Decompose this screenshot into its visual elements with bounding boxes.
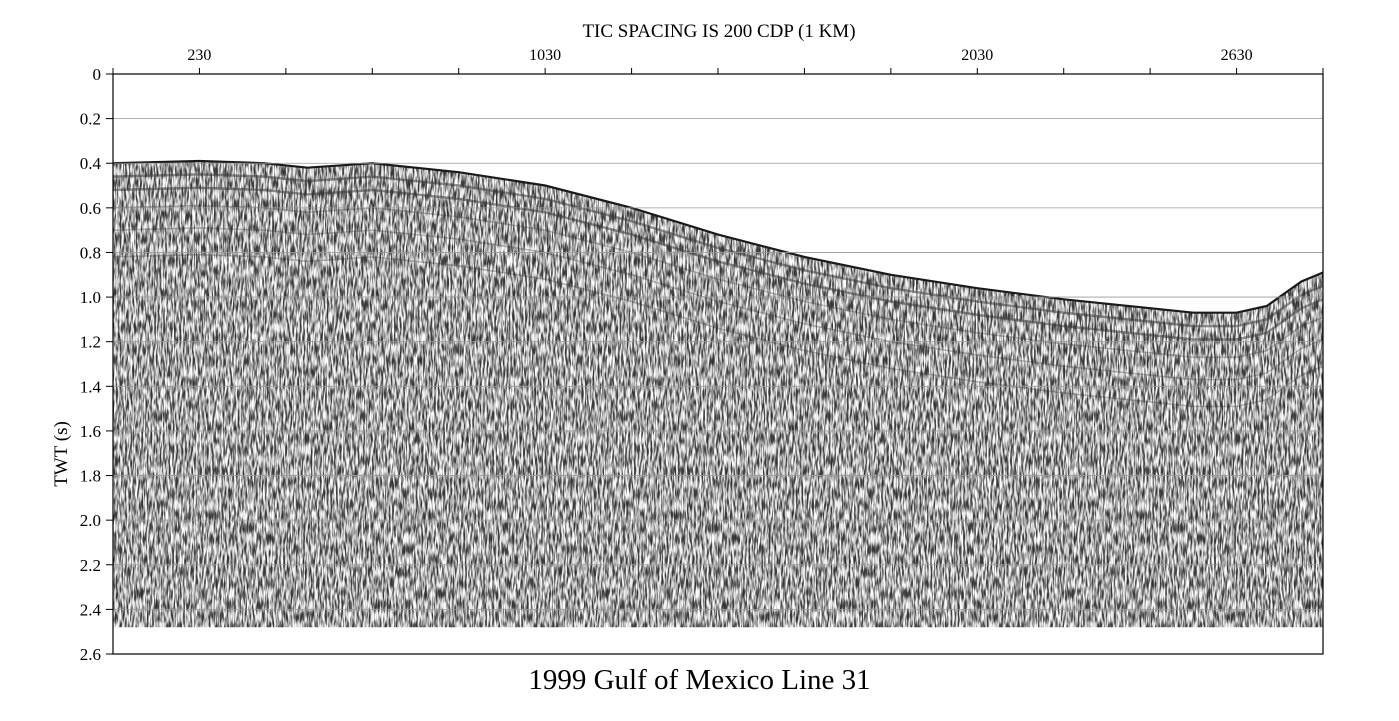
seafloor-reflector — [113, 159, 1324, 314]
y-tick-label: 1.6 — [80, 422, 101, 441]
y-tick-label: 1.4 — [80, 377, 102, 396]
section-traces — [113, 161, 1323, 628]
y-tick-label: 0 — [93, 65, 102, 84]
chart-title: 1999 Gulf of Mexico Line 31 — [528, 664, 871, 696]
seismic-data — [113, 159, 1324, 628]
axes: 0 0.2 0.4 0.6 0.8 1.0 1.2 1.4 1.6 1.8 2.0 2.2 2.4 2.6… — [80, 47, 1324, 664]
reflector-line — [113, 186, 1324, 341]
y-tick-label: 1.2 — [80, 333, 101, 352]
y-tick-label: 2.6 — [80, 645, 101, 664]
y-tick-label: 0.8 — [80, 243, 101, 262]
y-tick-label: 0.6 — [80, 199, 101, 218]
y-tick-label: 2.4 — [80, 600, 102, 619]
x-tick-label: 2630 — [1221, 47, 1253, 64]
y-axis-title: TWT (s) — [51, 421, 72, 487]
y-tick-label: 1.0 — [80, 288, 101, 307]
top-axis-title: TIC SPACING IS 200 CDP (1 KM) — [582, 21, 855, 42]
reflector-line — [113, 253, 1324, 408]
reflector-line — [113, 173, 1324, 328]
y-tick-label: 0.2 — [80, 110, 101, 129]
x-tick-label: 230 — [187, 47, 211, 64]
y-tick-label: 2.2 — [80, 556, 101, 575]
y-tick-label: 1.8 — [80, 467, 101, 486]
x-tick-label: 1030 — [529, 47, 561, 64]
reflector-line — [113, 204, 1324, 359]
y-tick-label: 2.0 — [80, 511, 101, 530]
y-tick-label: 0.4 — [80, 154, 102, 173]
reflector-line — [113, 227, 1324, 381]
x-tick-label: 2030 — [961, 47, 993, 64]
